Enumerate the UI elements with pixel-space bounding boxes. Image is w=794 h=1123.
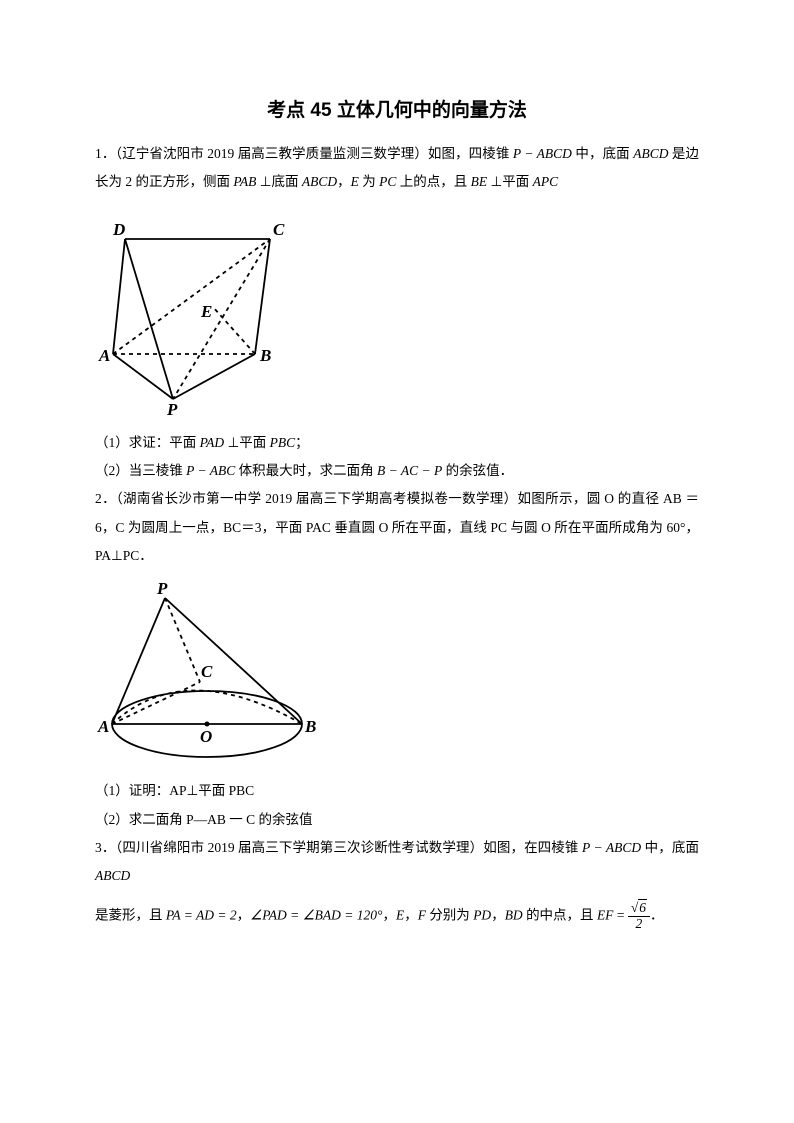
p1-APC: APC (533, 174, 559, 189)
p1-text-8: ⊥平面 (487, 174, 533, 189)
p3-F: F (418, 907, 426, 922)
p3-frac-den: 2 (628, 917, 650, 932)
fig2-label-B: B (304, 717, 316, 736)
p1s1-mid: ⊥平面 (224, 435, 270, 450)
fig1-label-A: A (98, 346, 110, 365)
p3l2-m3: ， (404, 907, 418, 922)
p1-PC: PC (379, 174, 396, 189)
p3l2-pre: 是菱形，且 (95, 907, 166, 922)
p1-base: ABCD (633, 146, 668, 161)
problem-3-intro: 3．（四川省绵阳市 2019 届高三下学期第三次诊断性考试数学理）如图，在四棱锥… (95, 834, 699, 891)
p1s2-end: 的余弦值． (442, 463, 513, 478)
p3-PD: PD (473, 907, 491, 922)
p1-text-2: 中，底面 (572, 146, 633, 161)
p3l2-end: ． (650, 907, 664, 922)
p1s2-shape: P − ABC (186, 463, 235, 478)
p1s1-end: ； (295, 435, 309, 450)
fig1-label-E: E (200, 302, 212, 321)
p1s1-pre: （1）求证：平面 (95, 435, 200, 450)
p3-E: E (396, 907, 404, 922)
problem-3-line2: 是菱形，且 PA = AD = 2，∠PAD = ∠BAD = 120°，E，F… (95, 901, 699, 932)
p1-text-6: 为 (359, 174, 379, 189)
p1-base2: ABCD (302, 174, 337, 189)
figure-1: D C A B P E (95, 209, 699, 419)
p1s2-mid: 体积最大时，求二面角 (235, 463, 377, 478)
problem-1-intro: 1．（辽宁省沈阳市 2019 届高三教学质量监测三数学理）如图，四棱锥 P − … (95, 140, 699, 197)
problem-1-sub1: （1）求证：平面 PAD ⊥平面 PBC； (95, 429, 699, 457)
problem-2-sub2: （2）求二面角 P—AB 一 C 的余弦值 (95, 806, 699, 834)
p3-eqsign: = (613, 907, 627, 922)
problem-2-intro: 2．（湖南省长沙市第一中学 2019 届高三下学期高考模拟卷一数学理）如图所示，… (95, 485, 699, 570)
p3-angle: ∠PAD = ∠BAD = 120° (250, 907, 382, 922)
p3-base: ABCD (95, 868, 130, 883)
p3l2-m5: ， (491, 907, 505, 922)
p3l2-m2: ， (382, 907, 396, 922)
fig2-label-O: O (200, 727, 212, 746)
fig1-label-B: B (259, 346, 271, 365)
fig1-label-D: D (112, 220, 125, 239)
p3l2-m4: 分别为 (426, 907, 473, 922)
fig1-label-P: P (166, 400, 178, 419)
p3-shape: P − ABCD (582, 840, 641, 855)
p3l2-m6: 的中点，且 (523, 907, 597, 922)
p1-text-4: ⊥底面 (256, 174, 302, 189)
p3-BD: BD (505, 907, 523, 922)
p1-BE: BE (471, 174, 488, 189)
p1-shape: P − ABCD (513, 146, 572, 161)
problem-1-sub2: （2）当三棱锥 P − ABC 体积最大时，求二面角 B − AC − P 的余… (95, 457, 699, 485)
p1-E: E (351, 174, 359, 189)
p1s1-plane1: PAD (200, 435, 225, 450)
fig1-label-C: C (273, 220, 285, 239)
p3-text-1: 3．（四川省绵阳市 2019 届高三下学期第三次诊断性考试数学理）如图，在四棱锥 (95, 840, 582, 855)
p1-text-7: 上的点，且 (396, 174, 470, 189)
p3-EF: EF (597, 907, 614, 922)
fig2-label-P: P (156, 582, 168, 598)
p3-eq1: PA = AD = 2 (166, 907, 237, 922)
p1-side: PAB (233, 174, 256, 189)
figure-2: P C A O B (95, 582, 699, 767)
p3-fraction: 62 (628, 901, 650, 932)
p3-frac-num: 6 (638, 899, 647, 915)
p1s1-plane2: PBC (270, 435, 296, 450)
p3l2-m1: ， (237, 907, 251, 922)
p1-text-1: 1．（辽宁省沈阳市 2019 届高三教学质量监测三数学理）如图，四棱锥 (95, 146, 513, 161)
p1s2-pre: （2）当三棱锥 (95, 463, 186, 478)
fig2-label-C: C (201, 662, 213, 681)
p1s2-angle: B − AC − P (377, 463, 442, 478)
fig2-label-A: A (97, 717, 109, 736)
problem-2-sub1: （1）证明：AP⊥平面 PBC (95, 777, 699, 805)
p3-text-2: 中，底面 (641, 840, 699, 855)
page-title: 考点 45 立体几何中的向量方法 (95, 95, 699, 122)
p1-text-5: ， (337, 174, 351, 189)
